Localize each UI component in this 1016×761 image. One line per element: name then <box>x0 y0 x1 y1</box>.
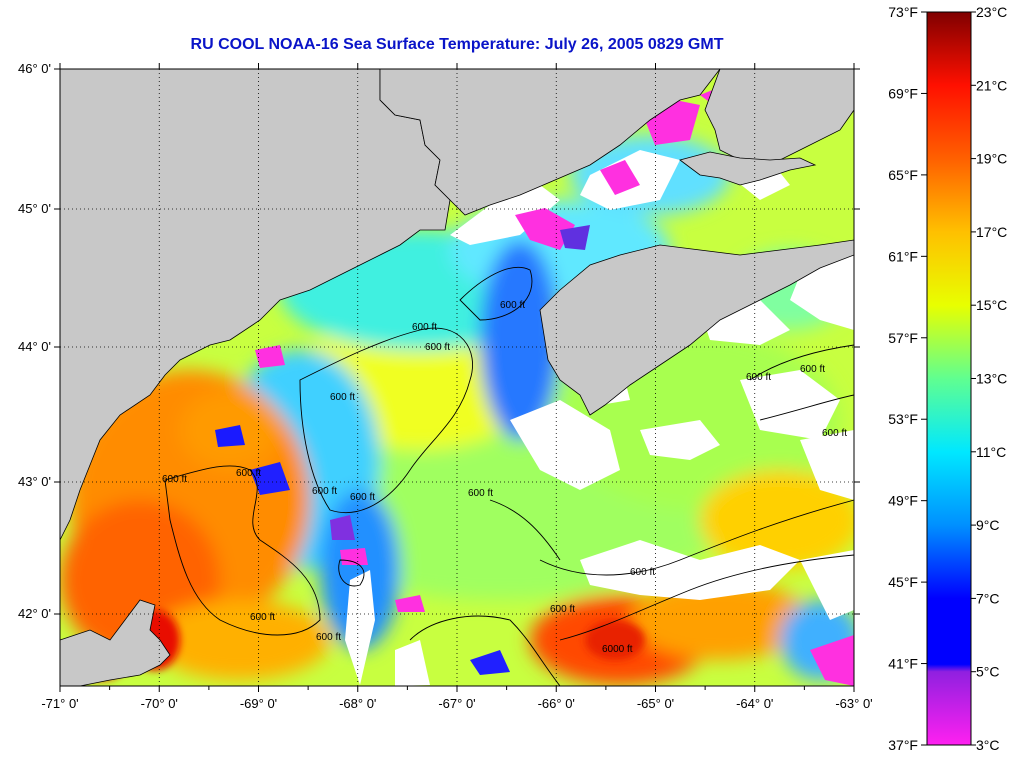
colorbar-celsius-label: 17°C <box>976 224 1007 240</box>
longitude-label: -64° 0' <box>736 696 773 711</box>
map-gridlines <box>60 69 854 686</box>
contour-label: 600 ft <box>412 322 437 333</box>
contour-label: 600 ft <box>468 488 493 499</box>
longitude-axis: -71° 0' -70° 0' -69° 0' -68° 0' -67° 0' -66° … <box>41 63 873 711</box>
contour-label: 6000 ft <box>602 644 633 655</box>
bathymetry-contours <box>164 266 854 686</box>
new-brunswick-land <box>379 69 721 216</box>
colorbar-celsius-label: 11°C <box>976 444 1006 460</box>
latitude-axis: 46° 0' 45° 0' 44° 0' 43° 0' 42° 0' <box>18 61 860 621</box>
colorbar-fahrenheit-label: 65°F <box>888 167 918 183</box>
contour-label: 600 ft <box>350 492 375 503</box>
sst-map: 600 ft 600 ft 600 ft 600 ft 600 ft 600 f… <box>60 69 854 686</box>
colorbar-fahrenheit-label: 53°F <box>888 411 918 427</box>
contour-label: 600 ft <box>822 428 847 439</box>
cold-edges <box>215 85 854 686</box>
contour-label-group: 600 ft 600 ft 600 ft 600 ft 600 ft 600 f… <box>162 300 847 655</box>
latitude-label: 43° 0' <box>18 474 51 489</box>
colorbar-fahrenheit-scale: 73°F 69°F 65°F 61°F 57°F 53°F 49°F 45°F 41°F 37°F <box>888 4 927 753</box>
contour-label: 600 ft <box>746 372 771 383</box>
colorbar-celsius-label: 3°C <box>976 737 1000 753</box>
colorbar-celsius-label: 13°C <box>976 371 1007 387</box>
colorbar: 73°F 69°F 65°F 61°F 57°F 53°F 49°F 45°F 41°F 37°F… <box>888 4 1007 753</box>
longitude-label: -71° 0' <box>41 696 78 711</box>
colorbar-gradient <box>926 11 972 746</box>
latitude-label: 45° 0' <box>18 201 51 216</box>
colorbar-celsius-label: 9°C <box>976 517 1000 533</box>
colorbar-celsius-label: 21°C <box>976 77 1007 93</box>
land-masses <box>60 69 854 686</box>
contour-label: 600 ft <box>316 632 341 643</box>
colorbar-fahrenheit-label: 73°F <box>888 4 918 20</box>
colorbar-fahrenheit-label: 61°F <box>888 248 918 264</box>
cape-cod-land <box>60 599 171 686</box>
colorbar-celsius-label: 5°C <box>976 664 1000 680</box>
latitude-label: 44° 0' <box>18 339 51 354</box>
colorbar-fahrenheit-label: 45°F <box>888 574 918 590</box>
latitude-label: 46° 0' <box>18 61 51 76</box>
prince-edward-land <box>679 151 817 186</box>
contour-label: 600 ft <box>162 474 187 485</box>
contour-label: 600 ft <box>312 486 337 497</box>
colorbar-fahrenheit-label: 69°F <box>888 85 918 101</box>
contour-label: 600 ft <box>800 364 825 375</box>
colorbar-fahrenheit-label: 37°F <box>888 737 918 753</box>
longitude-label: -67° 0' <box>438 696 475 711</box>
contour-label: 600 ft <box>630 567 655 578</box>
longitude-label: -68° 0' <box>339 696 376 711</box>
contour-label: 600 ft <box>425 342 450 353</box>
colorbar-fahrenheit-label: 41°F <box>888 656 918 672</box>
colorbar-celsius-label: 7°C <box>976 590 1000 606</box>
cloud-mask <box>345 150 854 686</box>
longitude-label: -70° 0' <box>141 696 178 711</box>
longitude-label: -65° 0' <box>637 696 674 711</box>
longitude-label: -69° 0' <box>240 696 277 711</box>
contour-label: 600 ft <box>550 604 575 615</box>
colorbar-celsius-label: 15°C <box>976 297 1007 313</box>
contour-label: 600 ft <box>500 300 525 311</box>
latitude-label: 42° 0' <box>18 606 51 621</box>
colorbar-fahrenheit-label: 57°F <box>888 330 918 346</box>
longitude-label: -66° 0' <box>538 696 575 711</box>
contour-label: 600 ft <box>236 468 261 479</box>
colorbar-celsius-label: 23°C <box>976 4 1007 20</box>
colorbar-celsius-scale: 23°C 21°C 19°C 17°C 15°C 13°C 11°C 9°C 7°C 5°C 3°C <box>971 4 1007 753</box>
map-title: RU COOL NOAA-16 Sea Surface Temperature:… <box>190 36 724 53</box>
colorbar-fahrenheit-label: 49°F <box>888 493 918 509</box>
longitude-label: -63° 0' <box>835 696 872 711</box>
nova-scotia-land <box>539 239 854 416</box>
contour-label: 600 ft <box>330 392 355 403</box>
contour-label: 600 ft <box>250 612 275 623</box>
colorbar-celsius-label: 19°C <box>976 151 1007 167</box>
